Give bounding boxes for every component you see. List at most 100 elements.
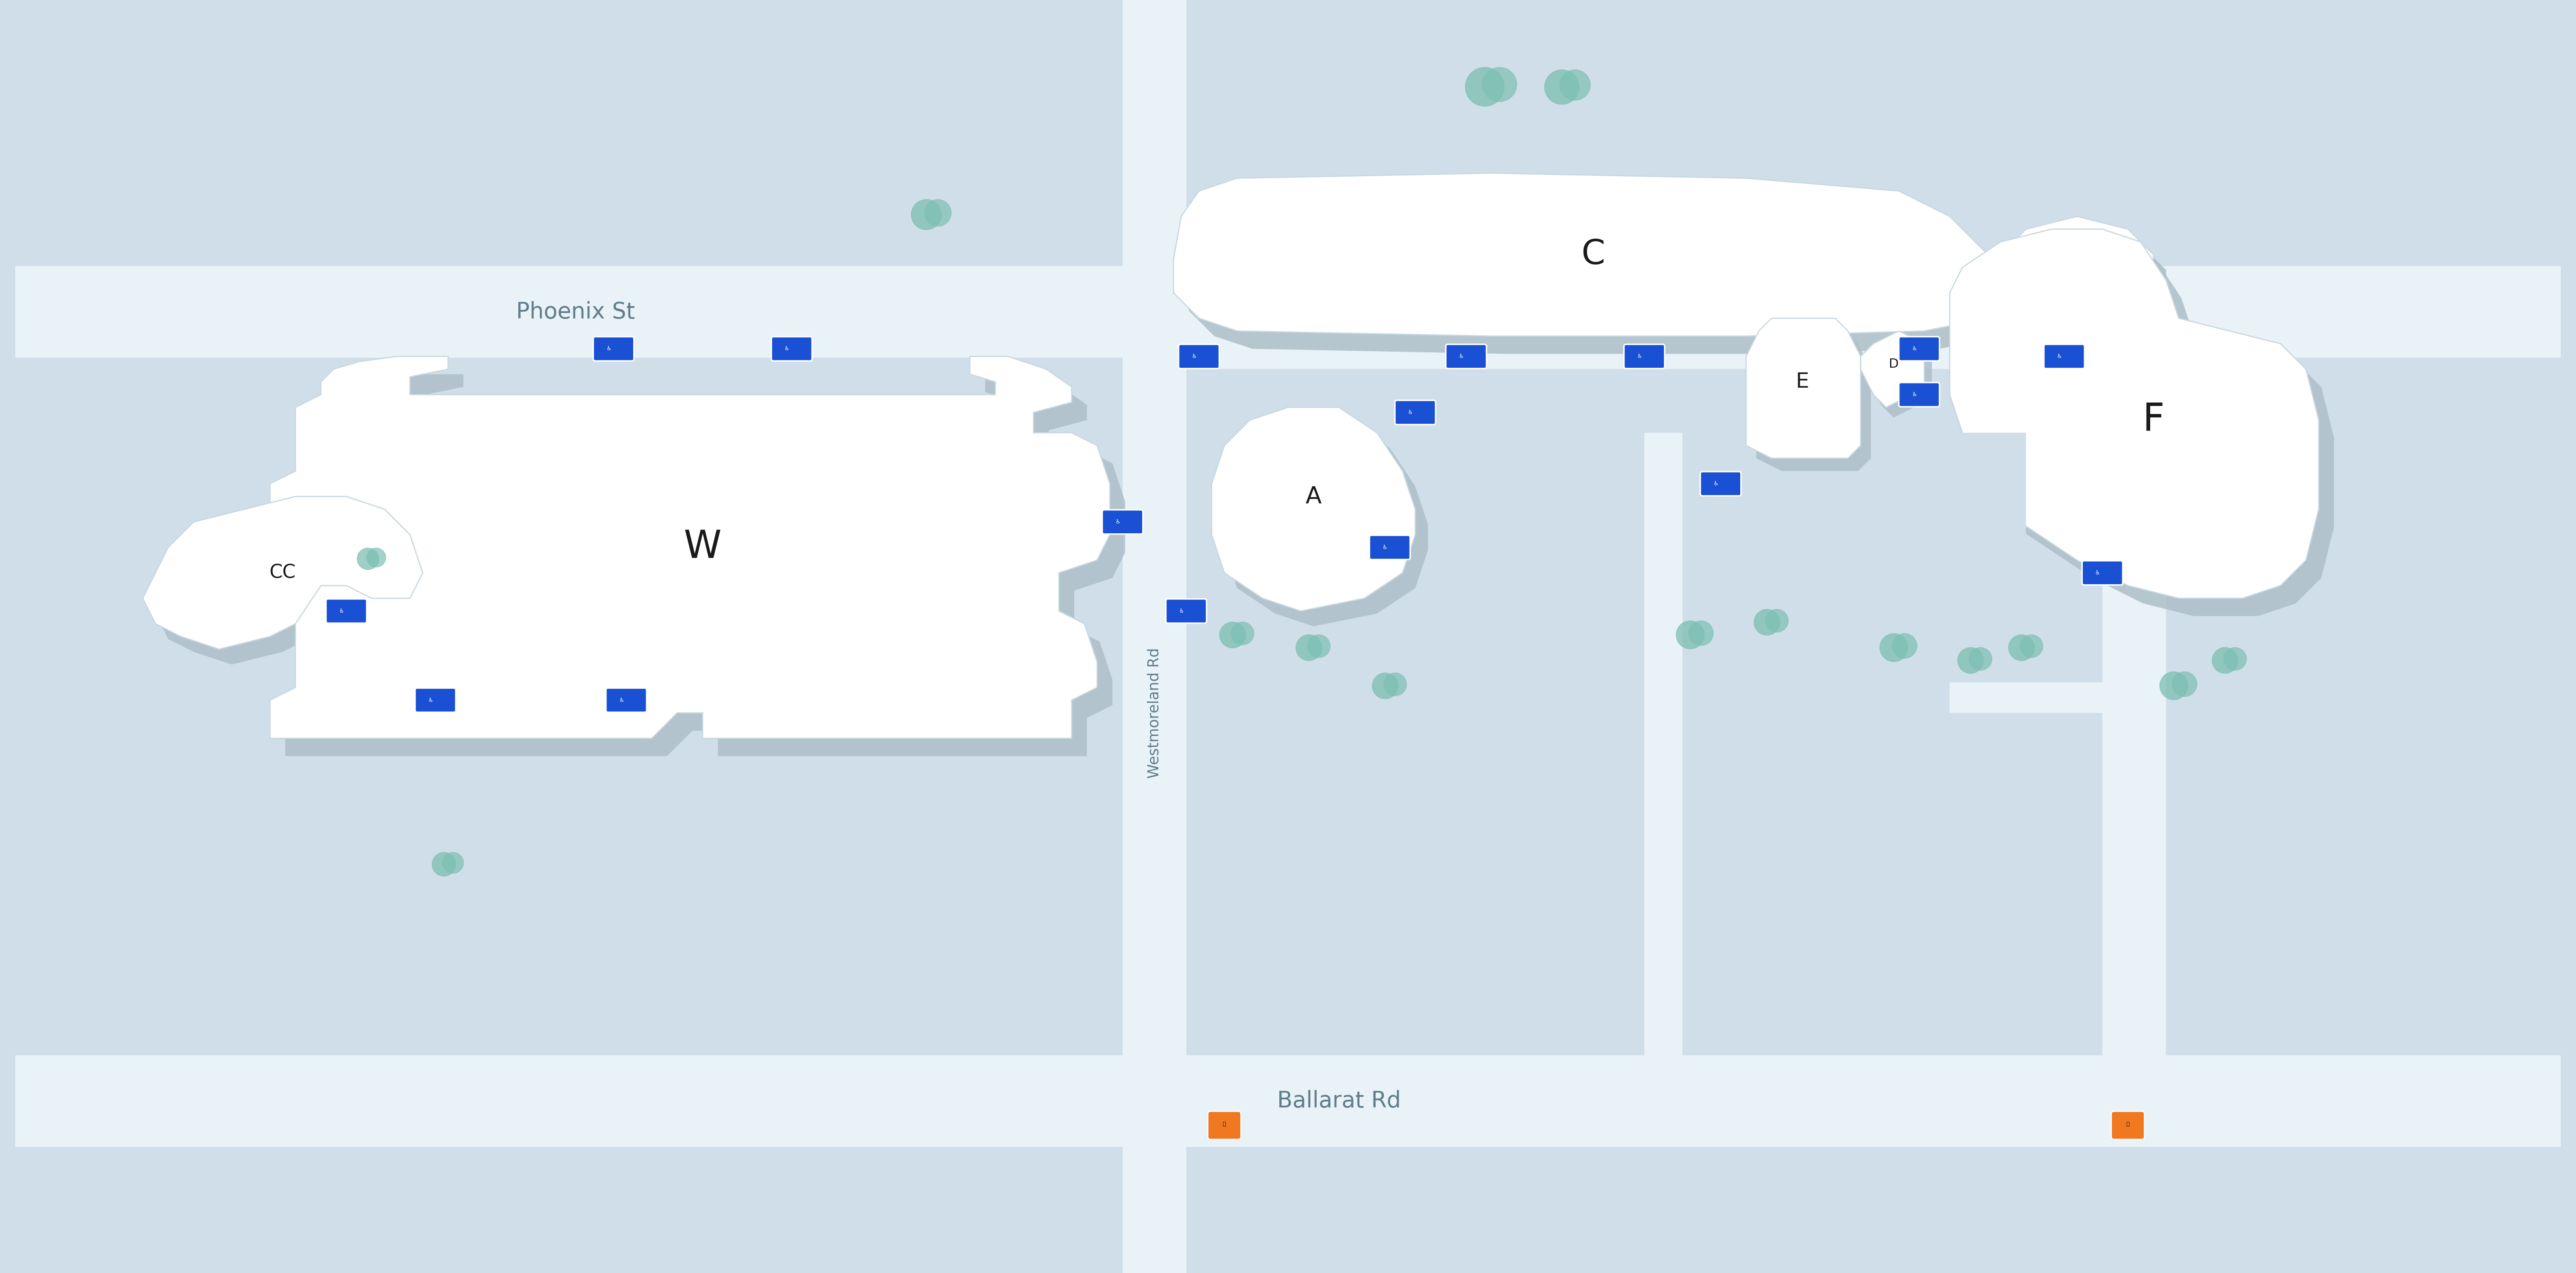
FancyBboxPatch shape xyxy=(2081,560,2123,586)
Bar xyxy=(1950,682,2115,713)
Circle shape xyxy=(912,200,940,229)
Text: ♿: ♿ xyxy=(1638,354,1643,359)
FancyBboxPatch shape xyxy=(770,336,811,362)
Text: C: C xyxy=(1582,238,1605,271)
Circle shape xyxy=(1880,634,1909,662)
Circle shape xyxy=(2020,635,2043,658)
FancyBboxPatch shape xyxy=(1899,336,1940,362)
Text: ♿: ♿ xyxy=(2094,570,2099,575)
Text: ♿: ♿ xyxy=(428,698,433,703)
FancyBboxPatch shape xyxy=(2043,344,2084,369)
Polygon shape xyxy=(1950,433,2027,547)
Bar xyxy=(1643,433,1682,1069)
Text: ♿: ♿ xyxy=(605,346,611,351)
Text: ♿: ♿ xyxy=(1409,410,1414,415)
Text: Westmoreland Rd: Westmoreland Rd xyxy=(1146,648,1162,778)
Text: F: F xyxy=(2143,401,2164,439)
Circle shape xyxy=(1383,673,1406,696)
Circle shape xyxy=(1690,621,1713,645)
Bar xyxy=(1123,0,1185,1273)
Polygon shape xyxy=(270,356,1110,738)
Text: ♿: ♿ xyxy=(1180,608,1185,614)
FancyBboxPatch shape xyxy=(1370,535,1409,560)
Circle shape xyxy=(1893,634,1917,658)
FancyBboxPatch shape xyxy=(0,266,2576,358)
Circle shape xyxy=(1677,621,1705,649)
Text: ♿: ♿ xyxy=(1193,354,1198,359)
Circle shape xyxy=(1546,70,1579,104)
FancyBboxPatch shape xyxy=(605,687,647,713)
Polygon shape xyxy=(155,512,435,665)
Circle shape xyxy=(1481,67,1517,102)
Polygon shape xyxy=(286,374,1126,756)
Circle shape xyxy=(1466,67,1504,106)
FancyBboxPatch shape xyxy=(1899,382,1940,407)
Polygon shape xyxy=(1950,229,2318,598)
Polygon shape xyxy=(1757,331,1870,471)
FancyBboxPatch shape xyxy=(1445,344,1486,369)
Polygon shape xyxy=(142,496,422,649)
Text: ♿: ♿ xyxy=(786,346,791,351)
Circle shape xyxy=(1373,673,1399,699)
Polygon shape xyxy=(1868,341,1932,418)
FancyBboxPatch shape xyxy=(2112,1111,2143,1139)
Text: ♿: ♿ xyxy=(1383,545,1388,550)
Circle shape xyxy=(1296,635,1321,661)
Text: ♿: ♿ xyxy=(340,608,345,614)
Polygon shape xyxy=(1211,407,1414,611)
Polygon shape xyxy=(2002,216,2154,318)
Text: ♿: ♿ xyxy=(1911,346,1917,351)
Polygon shape xyxy=(1188,191,2017,354)
Circle shape xyxy=(433,853,456,876)
Circle shape xyxy=(1561,70,1589,101)
Text: ♿: ♿ xyxy=(1911,392,1917,397)
Circle shape xyxy=(1754,610,1780,635)
Circle shape xyxy=(1958,648,1984,673)
Text: 🚌: 🚌 xyxy=(1224,1122,1226,1127)
Text: ♿: ♿ xyxy=(618,698,623,703)
Circle shape xyxy=(443,853,464,873)
Text: D: D xyxy=(1888,358,1899,370)
Text: Ballarat Rd: Ballarat Rd xyxy=(1278,1090,1401,1113)
Text: CC: CC xyxy=(270,564,296,582)
Text: ♿: ♿ xyxy=(1458,354,1463,359)
Circle shape xyxy=(366,547,386,566)
Circle shape xyxy=(2159,672,2187,700)
FancyBboxPatch shape xyxy=(592,336,634,362)
Circle shape xyxy=(1765,610,1788,633)
Circle shape xyxy=(2213,648,2239,673)
Circle shape xyxy=(2172,672,2197,696)
Circle shape xyxy=(1968,648,1991,671)
Text: A: A xyxy=(1306,485,1321,508)
FancyBboxPatch shape xyxy=(1180,344,1218,369)
Circle shape xyxy=(925,200,951,227)
FancyBboxPatch shape xyxy=(1167,598,1206,624)
Polygon shape xyxy=(1965,247,2334,616)
Circle shape xyxy=(2009,635,2035,661)
Text: ♿: ♿ xyxy=(2058,354,2063,359)
FancyBboxPatch shape xyxy=(327,598,366,624)
Text: ♿: ♿ xyxy=(1713,481,1718,486)
Polygon shape xyxy=(2014,232,2166,334)
Bar xyxy=(2102,280,2166,1133)
FancyBboxPatch shape xyxy=(1208,1111,1242,1139)
FancyBboxPatch shape xyxy=(1103,509,1144,535)
Circle shape xyxy=(1231,622,1255,645)
Text: E: E xyxy=(1795,372,1808,392)
Polygon shape xyxy=(1224,423,1427,626)
Bar xyxy=(1149,336,2089,369)
FancyBboxPatch shape xyxy=(1623,344,1664,369)
FancyBboxPatch shape xyxy=(1394,400,1435,425)
Text: 🚌: 🚌 xyxy=(2125,1122,2130,1127)
Text: W: W xyxy=(683,528,721,566)
Circle shape xyxy=(1218,622,1247,648)
Circle shape xyxy=(358,547,379,570)
Circle shape xyxy=(2223,648,2246,671)
FancyBboxPatch shape xyxy=(1700,471,1741,496)
Text: Phoenix St: Phoenix St xyxy=(515,300,634,323)
FancyBboxPatch shape xyxy=(415,687,456,713)
FancyBboxPatch shape xyxy=(0,1055,2576,1147)
Polygon shape xyxy=(1747,318,1860,458)
Text: ♿: ♿ xyxy=(1115,519,1121,524)
Polygon shape xyxy=(1860,331,1924,407)
